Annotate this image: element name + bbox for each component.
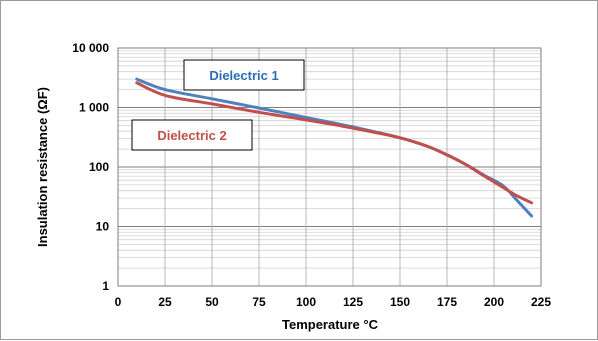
y-tick-label: 10 <box>96 220 110 234</box>
y-tick-label: 1 <box>102 279 109 293</box>
x-tick-label: 50 <box>205 295 219 309</box>
legend-box-dielectric-1 <box>183 59 305 91</box>
x-tick-labels: 0 25 50 75 100 125 150 175 200 225 <box>115 295 552 309</box>
x-tick-label: 100 <box>296 295 316 309</box>
y-tick-label: 10 000 <box>72 41 109 55</box>
legend-box-dielectric-2 <box>131 119 253 151</box>
x-tick-label: 125 <box>343 295 363 309</box>
series-lines <box>135 77 534 218</box>
x-tick-label: 75 <box>252 295 266 309</box>
grid <box>117 47 542 287</box>
legend-dielectric-1: Dielectric 1 <box>183 59 305 91</box>
x-tick-label: 225 <box>531 295 551 309</box>
x-tick-label: 150 <box>390 295 410 309</box>
legend-dielectric-2: Dielectric 2 <box>131 119 253 151</box>
y-tick-labels: 1 10 100 1 000 10 000 <box>72 41 109 293</box>
x-tick-label: 200 <box>484 295 504 309</box>
plot-area-border <box>117 47 542 287</box>
legend-label-dielectric-2: Dielectric 2 <box>157 128 226 143</box>
y-tick-label: 100 <box>89 160 109 174</box>
y-axis-title: Insulation resistance (ΩF) <box>35 87 50 247</box>
y-tick-label: 1 000 <box>79 101 109 115</box>
series-line-dielectric-2 <box>135 81 534 205</box>
x-tick-label: 25 <box>158 295 172 309</box>
legend-label-dielectric-1: Dielectric 1 <box>209 68 278 83</box>
x-tick-label: 0 <box>115 295 122 309</box>
x-tick-label: 175 <box>437 295 457 309</box>
x-axis-title: Temperature °C <box>282 317 379 332</box>
